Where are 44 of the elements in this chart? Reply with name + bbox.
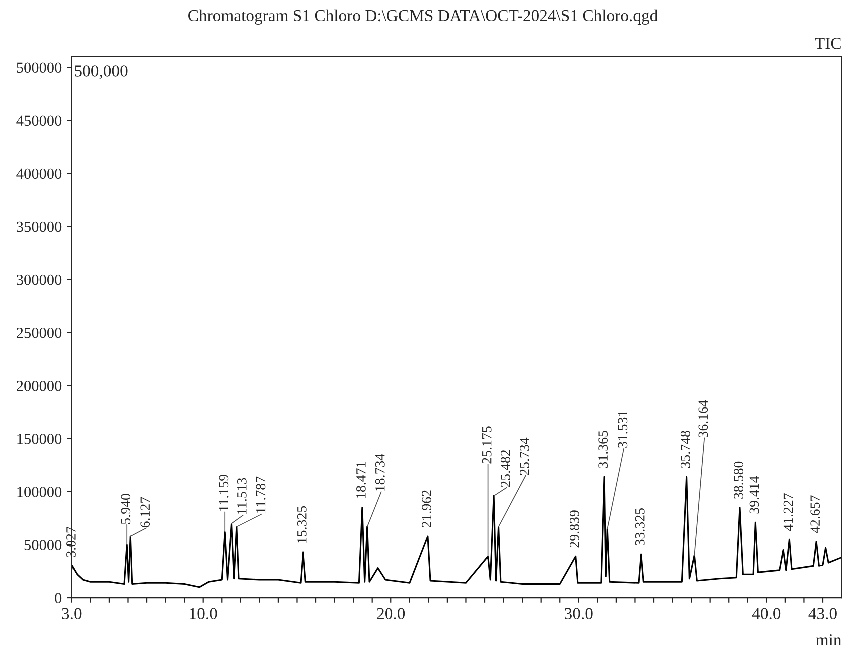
x-tick-label: 20.0 [377,608,406,620]
annotation: 3.027 [66,527,76,558]
annotation: 38.580 [734,462,744,499]
annotation: 500,000 [75,66,128,80]
annotation: 33.325 [635,508,645,546]
text: TIC [815,38,841,50]
chart-title: Chromatogram S1 Chloro D:\GCMS DATA\OCT-2024\S1 Chloro.qgd [188,10,658,25]
x-tick-label: 43.0 [808,608,837,620]
annotation: 25.734 [520,438,530,476]
annotation: 25.175 [482,426,492,464]
annotation: 11.159 [219,475,229,511]
x-axis-title: min [816,634,842,646]
y-tick-label: 150000 [18,434,62,444]
annotation: 42.657 [810,496,820,534]
annotation: 15.325 [297,506,307,543]
y-tick-label: 400000 [16,168,62,180]
annotation: 31.531 [618,411,628,448]
annotation: 36.164 [698,400,708,438]
annotation: 11.787 [256,476,266,513]
x-tick-label: 10.0 [190,608,218,620]
x-tick-label: 30.0 [565,608,593,620]
y-tick-label: 300000 [17,274,62,286]
x-tick-label: 40.0 [752,608,781,620]
annotation: 11.513 [238,478,247,514]
annotation: 39.414 [750,476,760,514]
annotation: 18.471 [356,462,366,498]
annotation: 41.227 [784,494,794,532]
x-tick-label: 3.0 [62,608,82,620]
annotation: 35.748 [680,431,690,468]
annotation: 21.962 [422,490,432,528]
annotation: 18.734 [375,454,385,491]
y-tick-label: 500000 [17,62,62,74]
y-tick-label: 50000 [24,540,62,550]
annotation: 29.839 [570,510,580,548]
y-tick-label: 200000 [17,380,62,392]
annotation: 5.940 [121,494,131,524]
annotation: 6.127 [140,497,150,528]
y-tick-label: 350000 [17,222,62,232]
y-tick-label: 250000 [17,328,62,338]
annotation: 25.482 [500,450,510,488]
annotation: 31.365 [598,431,608,468]
y-tick-label: 0 [55,593,62,604]
y-tick-label: 450000 [16,116,62,126]
y-tick-label: 100000 [18,487,62,498]
